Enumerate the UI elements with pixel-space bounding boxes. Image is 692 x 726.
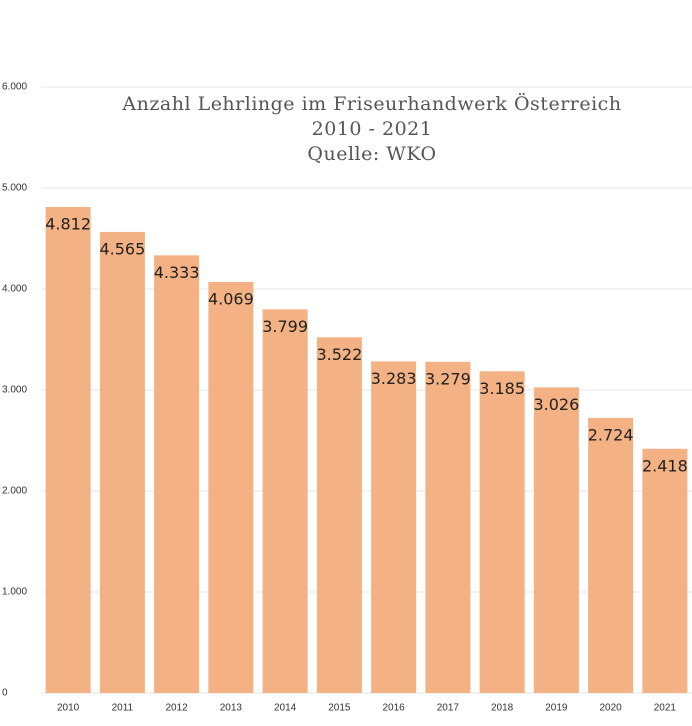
- bar: [479, 371, 525, 693]
- value-label: 3.279: [425, 369, 471, 388]
- value-label: 4.069: [208, 290, 254, 309]
- value-label: 3.283: [371, 369, 417, 388]
- y-tick-label: 5.000: [2, 183, 27, 194]
- y-tick-label: 3.000: [2, 385, 27, 396]
- bar: [425, 361, 471, 693]
- x-tick-label: 2018: [491, 703, 514, 714]
- x-tick-label: 2010: [57, 703, 80, 714]
- y-tick-label: 2.000: [2, 486, 27, 497]
- x-tick-label: 2011: [112, 703, 134, 714]
- bar: [262, 309, 308, 693]
- value-label: 4.812: [45, 214, 91, 233]
- bar: [154, 255, 200, 693]
- chart-title: 2010 - 2021: [312, 118, 433, 140]
- bar: [208, 282, 254, 693]
- value-label: 3.026: [533, 395, 579, 414]
- x-tick-label: 2012: [166, 703, 189, 714]
- bar: [99, 231, 145, 693]
- y-tick-label: 4.000: [2, 284, 27, 295]
- chart-title: Anzahl Lehrlinge im Friseurhandwerk Öste…: [121, 92, 621, 115]
- bar: [588, 417, 634, 693]
- x-tick-label: 2016: [383, 703, 406, 714]
- y-tick-label: 6.000: [2, 82, 27, 93]
- value-label: 4.565: [99, 239, 145, 258]
- x-tick-label: 2014: [274, 703, 297, 714]
- x-tick-label: 2015: [328, 703, 351, 714]
- x-tick-label: 2013: [220, 703, 243, 714]
- value-label: 4.333: [154, 263, 200, 282]
- value-label: 3.185: [479, 379, 525, 398]
- x-tick-label: 2017: [437, 703, 460, 714]
- x-tick-label: 2021: [654, 703, 677, 714]
- chart-title: Quelle: WKO: [307, 143, 436, 165]
- bar: [533, 387, 579, 693]
- value-label: 3.799: [262, 317, 308, 336]
- x-tick-label: 2020: [600, 703, 623, 714]
- value-label: 2.724: [588, 425, 634, 444]
- bar: [316, 337, 362, 693]
- bar: [371, 361, 417, 693]
- value-label: 3.522: [316, 345, 362, 364]
- x-tick-label: 2019: [545, 703, 568, 714]
- y-tick-label: 0: [2, 688, 8, 699]
- bar: [45, 206, 91, 693]
- bar: [642, 448, 688, 693]
- value-label: 2.418: [642, 456, 688, 475]
- y-tick-label: 1.000: [2, 587, 27, 598]
